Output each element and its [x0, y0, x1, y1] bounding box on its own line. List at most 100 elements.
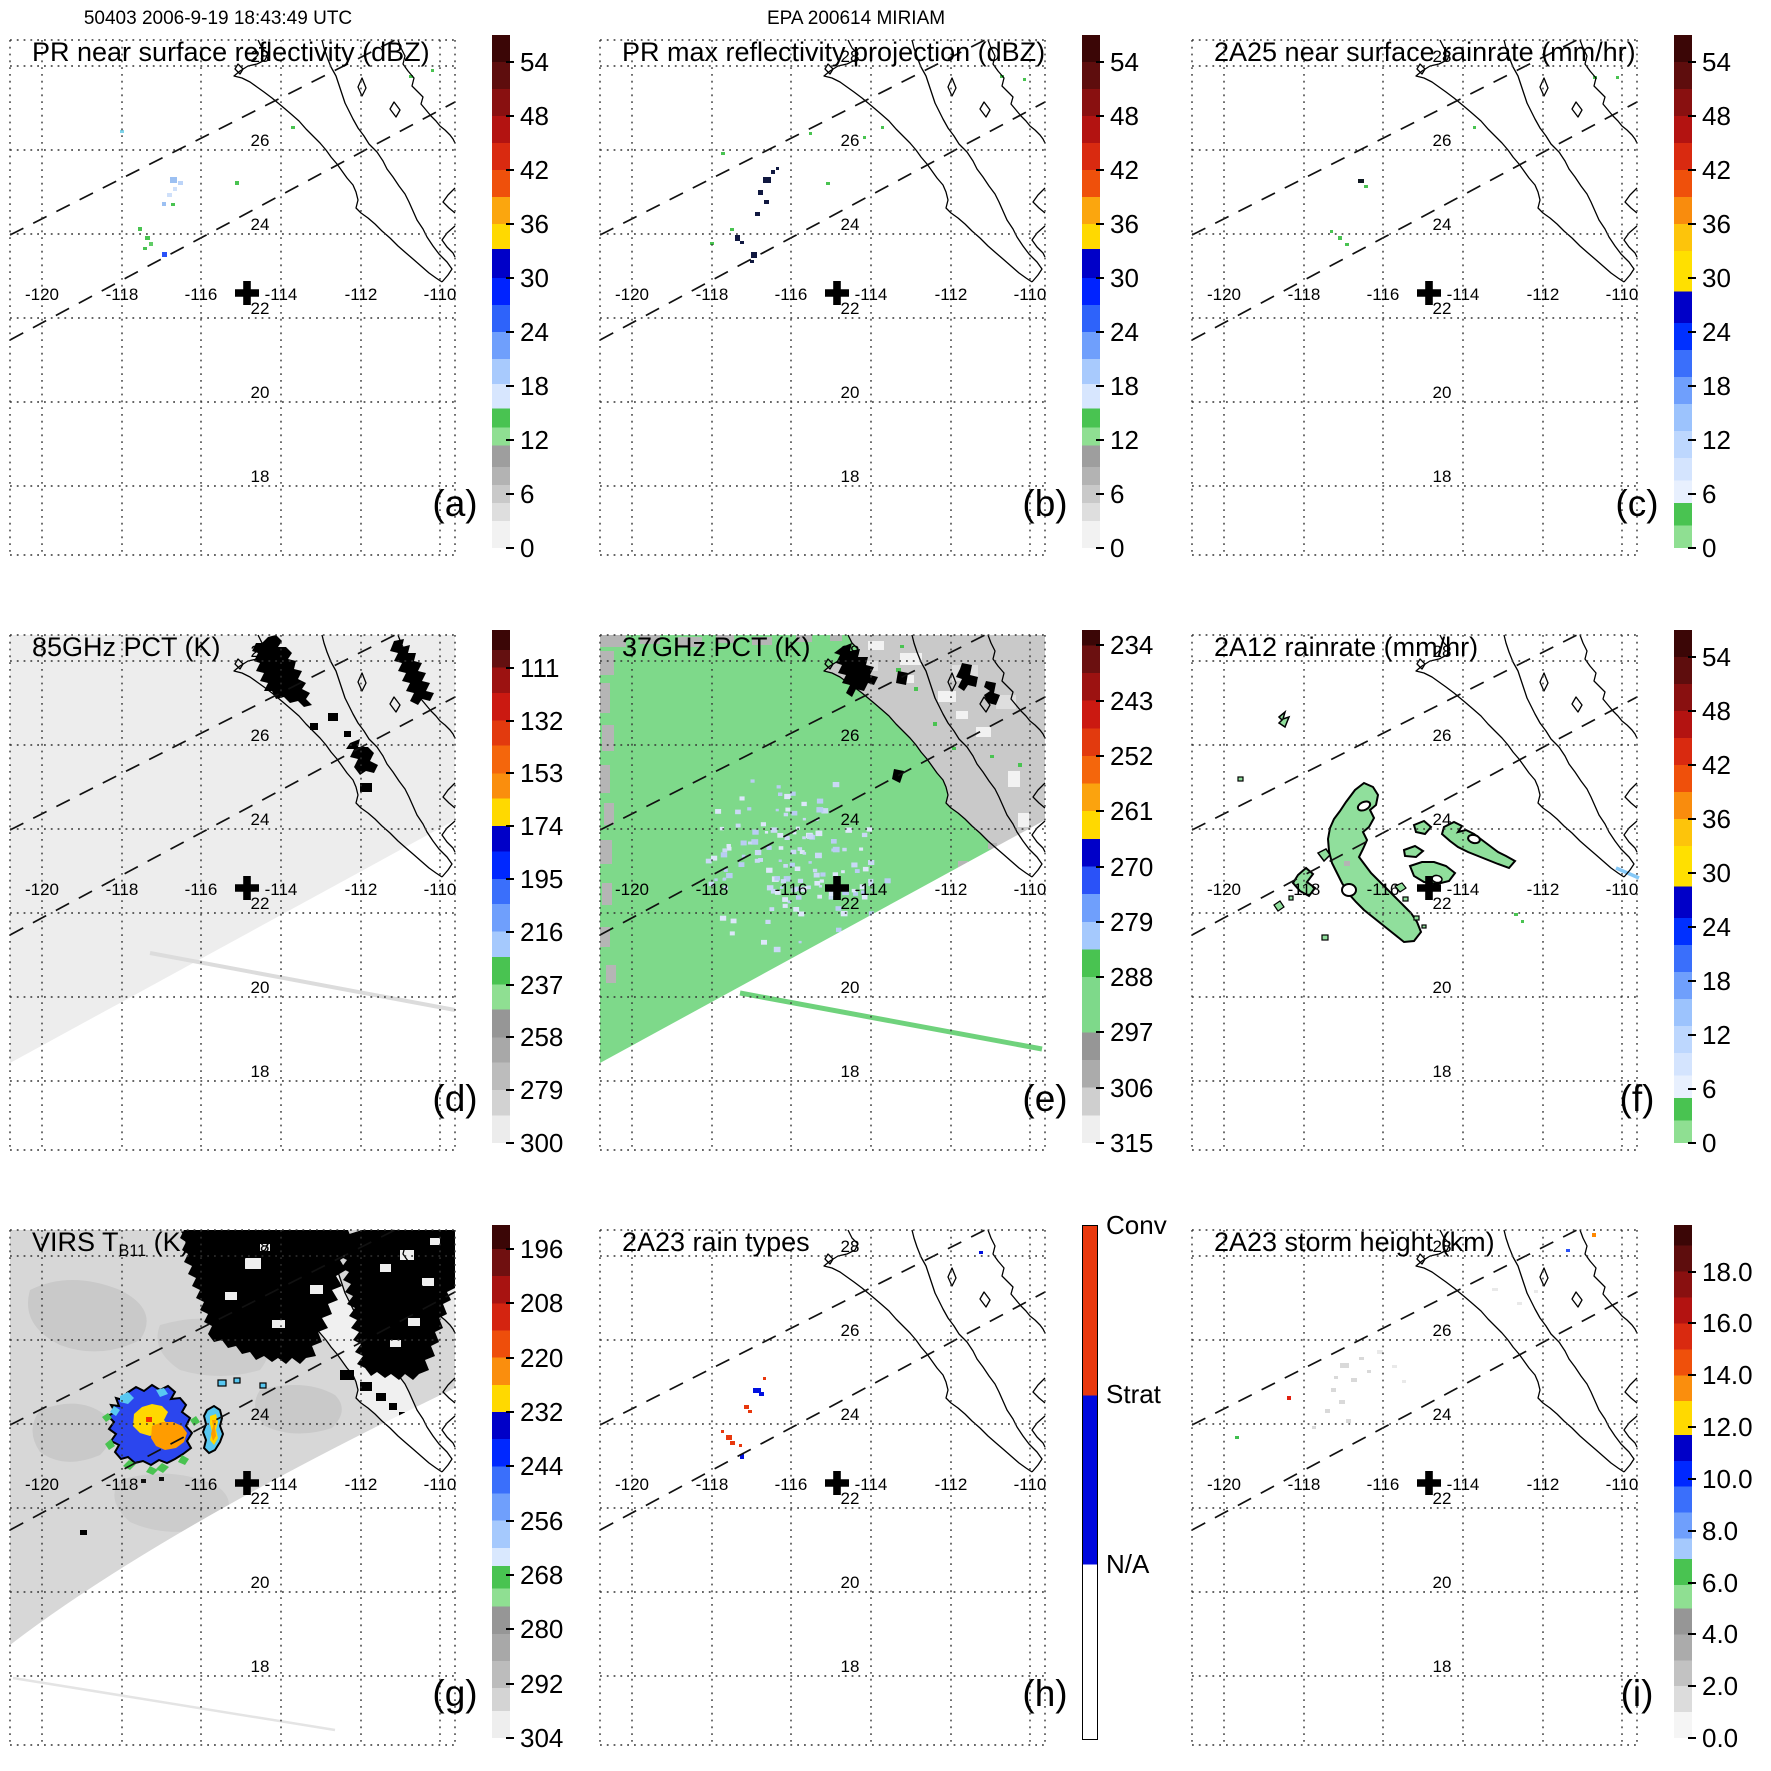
- colorbar-tick-label: 24: [1702, 317, 1731, 347]
- colorbar-tick-label: 6: [520, 479, 535, 509]
- data-speck: [723, 868, 728, 872]
- colorbar-tick-mark: [506, 1089, 514, 1092]
- data-speck: [1330, 230, 1333, 233]
- colorbar-tick-label: 36: [520, 209, 549, 239]
- panel-title-text: 2A25 near surface rainrate (mm/hr): [1214, 37, 1636, 67]
- data-speck: [740, 840, 747, 846]
- panel-title-text: 2A23 storm height (km): [1214, 1227, 1495, 1257]
- swath-edge-dashed-line: [9, 1291, 456, 1531]
- data-speck: [806, 885, 811, 890]
- data-speck: [173, 187, 177, 191]
- data-speck: [752, 829, 759, 835]
- colorbar-tick-label: 288: [1110, 962, 1154, 993]
- data-speck: [380, 1264, 391, 1272]
- data-blob: [10, 635, 455, 1063]
- data-speck: [780, 879, 786, 884]
- data-blob: [151, 1422, 187, 1450]
- coastline-path: [1579, 634, 1638, 739]
- colorbar-tick-mark: [506, 772, 514, 775]
- storm-center-cross: [825, 1471, 849, 1495]
- data-speck: [1492, 1288, 1498, 1291]
- lat-label: 24: [251, 810, 270, 829]
- panel-e: 28 26 24 22 20 18 -120 -118 -116 -114 -112 -110 (e) 3…: [590, 595, 1180, 1190]
- coastline-path: [1415, 1229, 1625, 1473]
- colorbar-tick-mark: [1096, 754, 1104, 757]
- data-speck: [861, 832, 868, 838]
- data-speck: [793, 907, 800, 912]
- data-speck: [409, 75, 413, 78]
- colorbar-tick-mark: [1688, 1737, 1696, 1739]
- storm-center-cross: [1417, 876, 1441, 900]
- lon-label: -120: [25, 880, 59, 899]
- panel-title-text: VIRS T: [32, 1227, 119, 1257]
- colorbar-tick-label: 6: [1702, 479, 1717, 509]
- colorbar-tick-mark: [506, 825, 514, 828]
- data-speck: [1351, 1378, 1357, 1382]
- colorbar-tick-label: 42: [1702, 155, 1731, 185]
- data-speck: [751, 839, 759, 845]
- data-blob: [180, 1230, 352, 1364]
- colorbar-tick-label: 30: [1702, 858, 1731, 888]
- lon-label: -110: [1014, 1475, 1047, 1494]
- panel-letter: (a): [432, 483, 477, 524]
- colorbar-tick-mark: [506, 277, 514, 279]
- lat-label: 22: [1433, 299, 1452, 318]
- colorbar-tick-mark: [1096, 439, 1104, 441]
- lat-label: 18: [841, 1062, 860, 1081]
- data-speck: [1338, 236, 1342, 240]
- coastline-path: [1624, 782, 1638, 809]
- data-speck: [1402, 1380, 1406, 1383]
- data-speck: [711, 855, 718, 861]
- panel-i: 28 26 24 22 20 18 -120 -118 -116 -114 -112 -110 (i) 2…: [1182, 1190, 1771, 1771]
- data-speck: [854, 869, 860, 873]
- colorbar-tick-label: 18: [1110, 371, 1139, 401]
- colorbar-tick-label: 24: [1110, 317, 1139, 347]
- data-speck: [782, 897, 788, 902]
- coastline-path: [824, 658, 834, 670]
- data-speck: [868, 882, 873, 887]
- colorbar-tick-mark: [1688, 1142, 1696, 1144]
- colorbar-tick-label: 30: [1110, 263, 1139, 293]
- colorbar-tick-label: 243: [1110, 685, 1154, 716]
- lat-label: 26: [841, 131, 860, 150]
- colorbar-tick-mark: [1688, 980, 1696, 982]
- data-speck: [726, 844, 731, 848]
- data-speck: [770, 888, 777, 894]
- panel-b: 28 26 24 22 20 18 -120 -118 -116 -114 -112 -110 (b) P…: [590, 0, 1180, 595]
- coastline-path: [1579, 1229, 1638, 1334]
- data-blob: [120, 1392, 134, 1404]
- data-speck: [738, 862, 745, 867]
- data-speck: [739, 1444, 742, 1447]
- colorbar-tick-mark: [506, 1519, 514, 1522]
- data-blob: [102, 1413, 112, 1422]
- data-speck: [764, 831, 769, 834]
- lon-label: -116: [185, 880, 218, 899]
- data-speck: [783, 904, 788, 908]
- data-speck: [816, 807, 824, 813]
- coastline-path: [389, 696, 401, 713]
- panel-title: 2A25 near surface rainrate (mm/hr): [1214, 38, 1636, 66]
- colorbar-tick-mark: [1096, 1031, 1104, 1034]
- colorbar-tick-label: 18.0: [1702, 1256, 1753, 1287]
- data-speck: [730, 228, 734, 231]
- lat-label: 26: [1433, 131, 1452, 150]
- data-speck: [818, 885, 822, 888]
- coastline-path: [389, 1291, 401, 1308]
- data-speck: [360, 783, 372, 792]
- data-speck: [773, 946, 781, 953]
- colorbar-tick-mark: [1688, 1581, 1696, 1584]
- lat-label: 18: [841, 1657, 860, 1676]
- data-speck: [802, 817, 806, 821]
- coastline-path: [1623, 225, 1638, 258]
- colorbar-tick-mark: [506, 547, 514, 549]
- data-speck: [310, 723, 318, 730]
- lat-label: 26: [1433, 726, 1452, 745]
- lon-label: -118: [1288, 1475, 1321, 1494]
- coastline-path: [234, 1253, 244, 1265]
- data-speck: [739, 796, 745, 801]
- lon-label: -118: [696, 285, 729, 304]
- lat-label: 20: [251, 383, 270, 402]
- lon-label: -118: [106, 880, 139, 899]
- data-speck: [815, 830, 823, 837]
